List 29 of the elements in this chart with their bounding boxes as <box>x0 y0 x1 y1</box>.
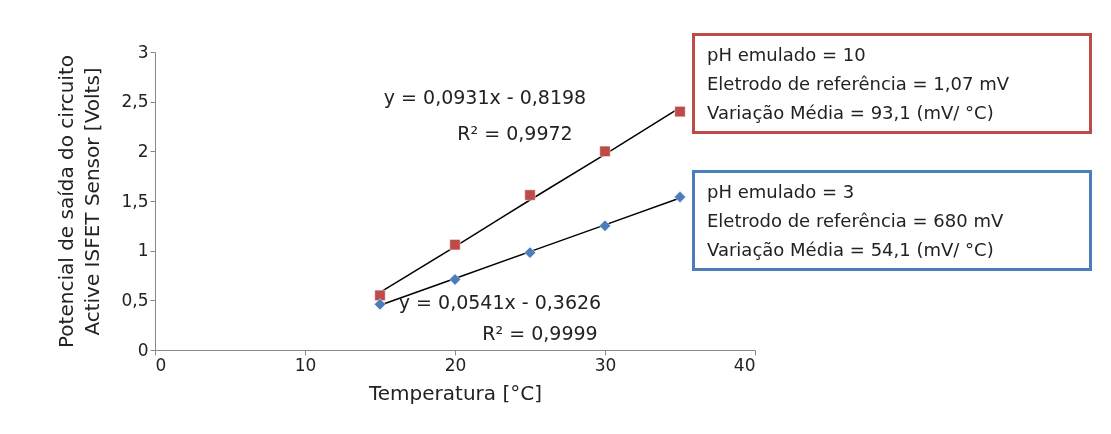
x-tick-label: 30 <box>594 354 617 375</box>
y-tick-label: 1 <box>137 240 149 261</box>
x-tick-label: 10 <box>294 354 317 375</box>
framed-note: pH emulado = 10 Eletrodo de referência = 1,07 mV Variação Média = 93,1 (mV/ °C) <box>692 33 1092 134</box>
point <box>599 219 611 232</box>
y-tick-label: 1,5 <box>121 190 149 211</box>
y-tick-label: 2 <box>137 140 149 161</box>
point <box>374 298 386 311</box>
x-tick-label: 20 <box>444 354 467 375</box>
annotation: y = 0,0931x - 0,8198 <box>383 86 587 108</box>
point <box>524 189 536 201</box>
y-tick-label: 0 <box>137 339 149 360</box>
point <box>674 191 686 203</box>
x-tick-label: 40 <box>733 354 756 375</box>
framed-note: pH emulado = 3 Eletrodo de referência = 680 mV Variação Média = 54,1 (mV/ °C) <box>692 170 1092 271</box>
point <box>449 273 461 286</box>
annotation: y = 0,0541x - 0,3626 <box>398 291 602 313</box>
x-tick-label: 0 <box>155 354 167 375</box>
y-tick-label: 2,5 <box>121 91 149 112</box>
point <box>524 246 536 259</box>
point <box>449 239 461 251</box>
point <box>674 106 686 118</box>
point <box>599 145 611 157</box>
y-tick-label: 0,5 <box>121 289 149 310</box>
annotation: R² = 0,9972 <box>457 122 573 144</box>
annotation: R² = 0,9999 <box>482 322 598 344</box>
x-axis-title: Temperatura [°C] <box>367 380 543 405</box>
y-axis-title: Potencial de saída do circuito Active ISFET Sensor [Volts] <box>54 55 105 348</box>
y-tick-label: 3 <box>137 41 149 62</box>
